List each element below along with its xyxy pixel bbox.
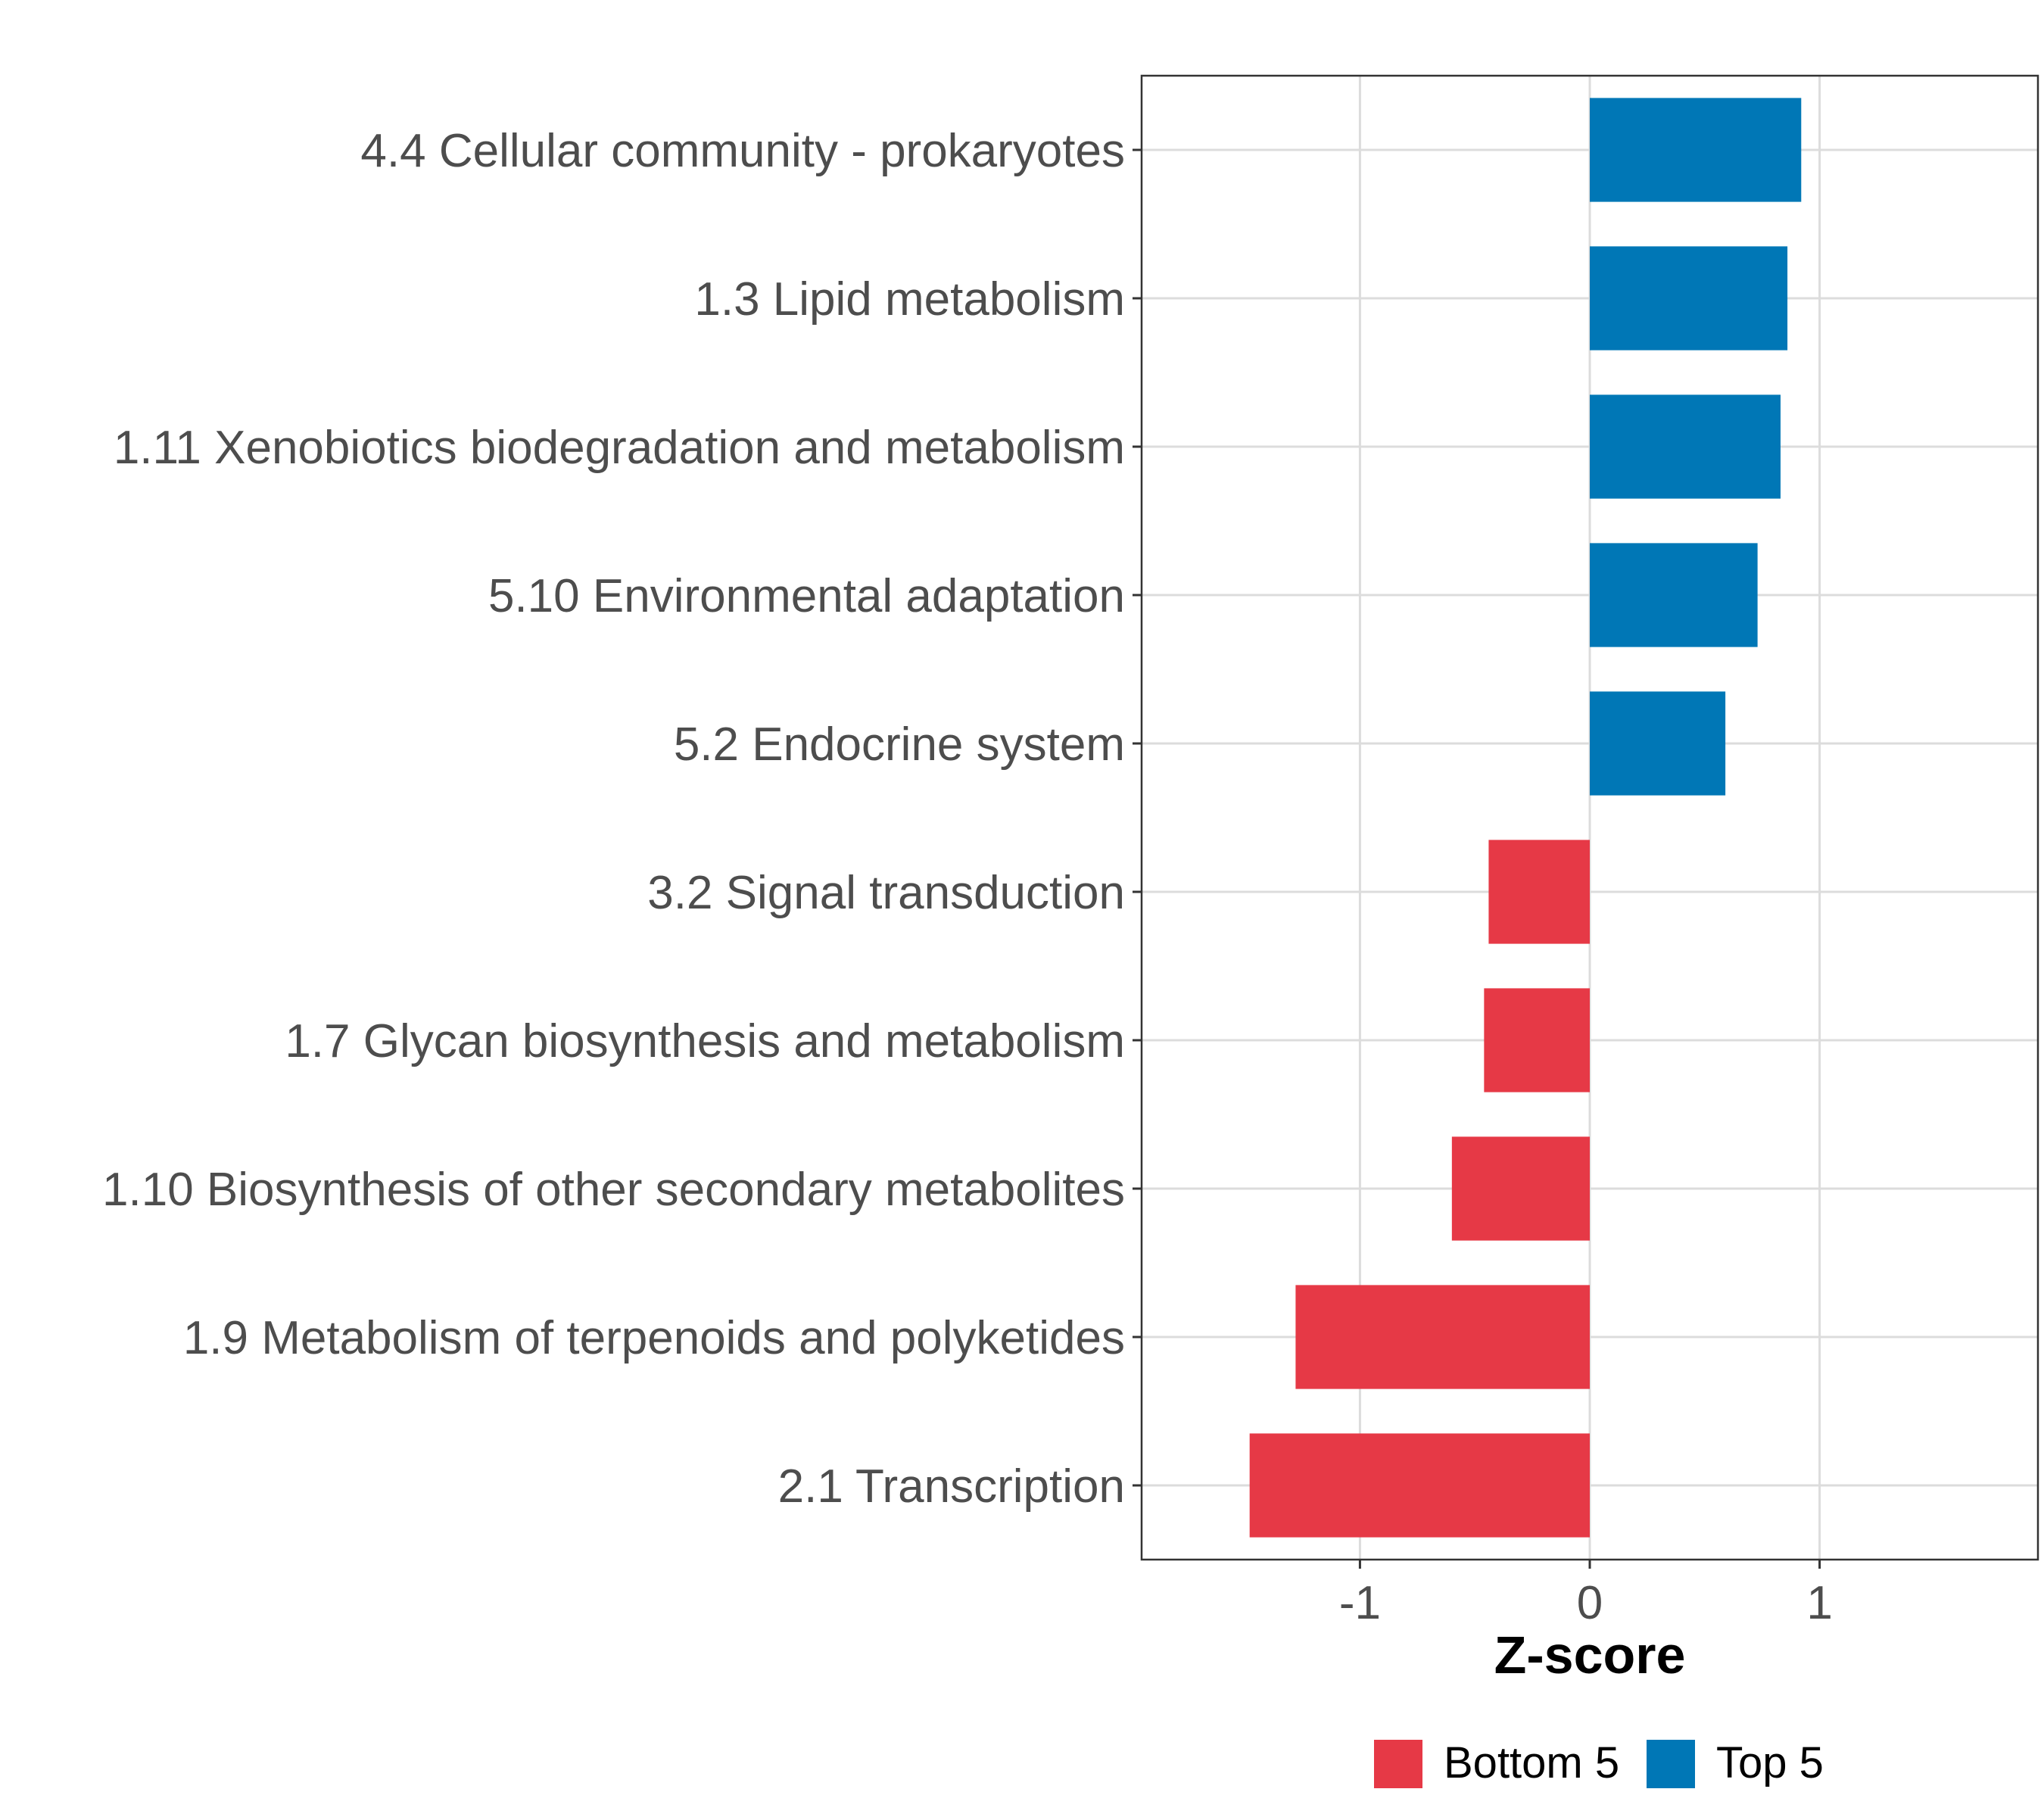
category-label-4: 5.2 Endocrine system bbox=[674, 718, 1125, 771]
bars bbox=[1249, 98, 1802, 1538]
x-tick-label-2: 1 bbox=[1806, 1577, 1832, 1629]
bar-2 bbox=[1590, 394, 1781, 499]
bar-5 bbox=[1488, 840, 1590, 944]
category-label-9: 2.1 Transcription bbox=[778, 1460, 1125, 1513]
category-label-1: 1.3 Lipid metabolism bbox=[694, 273, 1125, 326]
category-label-0: 4.4 Cellular community - prokaryotes bbox=[360, 125, 1125, 177]
bar-6 bbox=[1484, 988, 1590, 1092]
y-axis: 4.4 Cellular community - prokaryotes 1.3 … bbox=[102, 125, 1142, 1513]
x-tick-label-1: 0 bbox=[1577, 1577, 1603, 1629]
bar-7 bbox=[1451, 1136, 1590, 1241]
category-label-5: 3.2 Signal transduction bbox=[647, 867, 1125, 919]
x-tick-label-0: -1 bbox=[1339, 1577, 1381, 1629]
bar-1 bbox=[1590, 246, 1788, 351]
category-label-3: 5.10 Environmental adaptation bbox=[488, 570, 1125, 622]
category-label-6: 1.7 Glycan biosynthesis and metabolism bbox=[285, 1015, 1125, 1067]
category-label-2: 1.11 Xenobiotics biodegradation and meta… bbox=[114, 422, 1125, 474]
legend-swatch-0 bbox=[1374, 1740, 1422, 1788]
legend-label-1: Top 5 bbox=[1716, 1738, 1824, 1787]
bar-8 bbox=[1295, 1285, 1590, 1389]
bar-3 bbox=[1590, 543, 1758, 647]
bar-0 bbox=[1590, 98, 1802, 202]
category-label-7: 1.10 Biosynthesis of other secondary met… bbox=[102, 1164, 1125, 1216]
legend: Bottom 5 Top 5 bbox=[1374, 1738, 1824, 1788]
bar-4 bbox=[1590, 691, 1726, 796]
x-axis: -1 0 1 bbox=[1339, 1560, 1833, 1629]
legend-swatch-1 bbox=[1647, 1740, 1695, 1788]
bar-9 bbox=[1249, 1433, 1590, 1538]
x-axis-title: Z-score bbox=[1494, 1625, 1686, 1685]
legend-label-0: Bottom 5 bbox=[1444, 1738, 1619, 1787]
category-label-8: 1.9 Metabolism of terpenoids and polyket… bbox=[183, 1312, 1125, 1364]
